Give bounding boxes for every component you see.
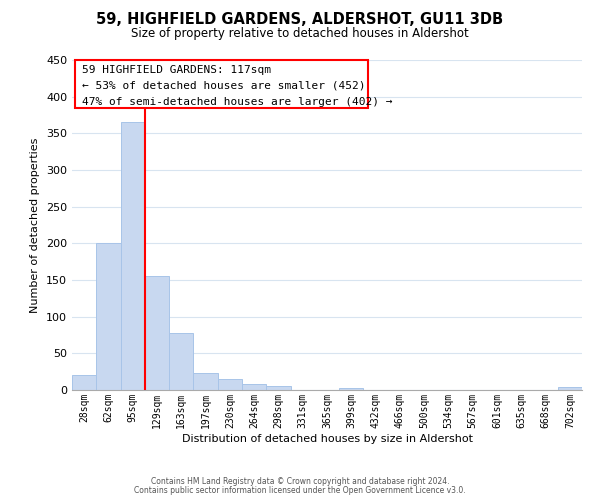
Bar (121, 122, 145, 390)
Bar (145, 276, 169, 390)
Text: 59, HIGHFIELD GARDENS, ALDERSHOT, GU11 3DB: 59, HIGHFIELD GARDENS, ALDERSHOT, GU11 3… (97, 12, 503, 28)
Text: Contains public sector information licensed under the Open Government Licence v3: Contains public sector information licen… (134, 486, 466, 495)
Bar (218, 379, 242, 390)
FancyBboxPatch shape (74, 60, 368, 108)
Text: 59 HIGHFIELD GARDENS: 117sqm: 59 HIGHFIELD GARDENS: 117sqm (82, 65, 271, 75)
Bar (72, 376, 96, 390)
Text: Contains HM Land Registry data © Crown copyright and database right 2024.: Contains HM Land Registry data © Crown c… (151, 477, 449, 486)
Y-axis label: Number of detached properties: Number of detached properties (31, 138, 40, 312)
Text: ← 53% of detached houses are smaller (452): ← 53% of detached houses are smaller (45… (82, 81, 366, 91)
Bar (193, 373, 218, 390)
Text: 47% of semi-detached houses are larger (402) →: 47% of semi-detached houses are larger (… (82, 96, 392, 106)
Bar (169, 333, 193, 390)
Bar (339, 388, 364, 390)
Bar (242, 384, 266, 390)
Bar (558, 387, 582, 390)
Text: Size of property relative to detached houses in Aldershot: Size of property relative to detached ho… (131, 28, 469, 40)
Bar (96, 244, 121, 390)
Bar (266, 386, 290, 390)
X-axis label: Distribution of detached houses by size in Aldershot: Distribution of detached houses by size … (182, 434, 473, 444)
